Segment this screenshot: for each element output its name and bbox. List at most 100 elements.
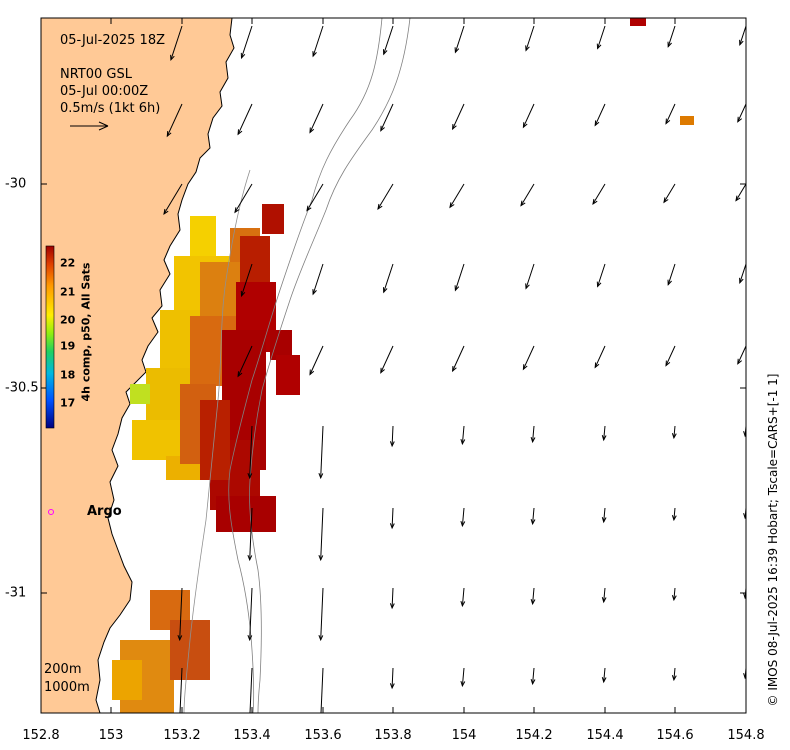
current-vector (452, 345, 465, 372)
current-vector-head (460, 520, 466, 528)
current-vector-head (380, 125, 385, 132)
current-vector-head (389, 441, 395, 448)
current-vector-head (318, 473, 324, 480)
current-vector (597, 263, 606, 287)
current-vector-head (248, 715, 252, 720)
current-vector-head (667, 41, 672, 48)
contour-label-200m: 200m (44, 662, 82, 677)
current-vector (520, 183, 535, 206)
current-vector-head (318, 635, 324, 642)
current-vector (461, 425, 465, 444)
current-vector (452, 103, 465, 130)
current-vector (461, 587, 465, 606)
current-vector (249, 507, 253, 560)
model-name: NRT00 GSL (60, 67, 132, 82)
current-vector-head (237, 371, 243, 378)
current-vector-head (667, 279, 672, 286)
current-vector (380, 103, 394, 131)
current-vector (739, 25, 746, 45)
current-vector (383, 25, 394, 55)
current-vector (594, 103, 606, 126)
current-vector-head (170, 54, 175, 61)
current-vector (667, 263, 676, 285)
current-vector (380, 345, 394, 373)
current-vector (179, 587, 183, 640)
x-tick-label: 154.6 (656, 728, 694, 743)
current-vector (320, 425, 324, 478)
current-vector (592, 183, 606, 205)
current-vector-head (163, 208, 169, 215)
y-tick-label: -30 (5, 176, 27, 192)
current-vector (312, 263, 324, 295)
current-vector (673, 587, 676, 600)
current-vector (249, 667, 253, 713)
current-vector (665, 345, 676, 366)
current-vector-head (389, 523, 395, 530)
current-vector-head (312, 289, 317, 296)
current-vector-head (234, 207, 240, 214)
current-vector (449, 183, 465, 208)
x-tick-label: 154.8 (727, 728, 765, 743)
current-vector-head (737, 358, 743, 365)
current-vector-head (743, 513, 746, 520)
current-vector (522, 103, 535, 128)
y-tick-label: -30.5 (5, 380, 39, 396)
current-vector (391, 425, 394, 447)
current-vector-head (452, 365, 457, 373)
current-vector-head (449, 202, 455, 209)
current-vector-head (739, 277, 744, 285)
current-vector-head (665, 118, 671, 125)
x-tick-label: 153.2 (163, 728, 201, 743)
current-vector-head (460, 600, 466, 608)
current-vector-head (306, 205, 312, 212)
current-vector-head (177, 635, 183, 642)
x-tick-label: 153 (98, 728, 124, 743)
current-vector-head (594, 362, 600, 369)
current-vector-head (520, 200, 526, 207)
current-vector-head (743, 431, 746, 438)
current-vector (234, 183, 253, 213)
current-vector (309, 103, 324, 133)
current-vector (237, 345, 253, 377)
current-vector-head (735, 195, 741, 202)
current-vector-head (389, 603, 395, 610)
current-vector-head (318, 555, 324, 562)
current-vector (603, 587, 606, 602)
land-mass (41, 18, 235, 713)
current-vector (309, 345, 324, 375)
current-vector-head (319, 715, 323, 720)
current-vector (391, 667, 394, 689)
current-vector (532, 667, 535, 684)
sst-warm-band (200, 18, 694, 532)
current-vector (249, 587, 253, 640)
current-vector-head (596, 43, 602, 50)
colorbar-tick: 19 (60, 339, 76, 353)
current-vector-head (247, 555, 253, 562)
current-vector-head (671, 675, 677, 682)
current-vector (377, 183, 394, 210)
y-tick-label: -31 (5, 585, 27, 601)
scale-arrow (70, 121, 109, 131)
x-tick-label: 154.2 (515, 728, 553, 743)
current-vector (663, 183, 676, 203)
map-datetime: 05-Jul-2025 18Z (60, 33, 165, 48)
current-vector-head (601, 517, 607, 524)
current-vector (597, 25, 606, 49)
current-vector (391, 587, 394, 609)
current-vector-head (739, 39, 744, 47)
colorbar-tick: 17 (60, 396, 76, 410)
current-vector (320, 507, 324, 560)
current-vector-head (166, 131, 172, 138)
current-vector (673, 667, 676, 680)
colorbar-tick: 21 (60, 285, 76, 299)
current-vector (739, 263, 746, 283)
current-vector (320, 667, 324, 713)
current-vector-head (454, 285, 460, 292)
current-vector (241, 25, 253, 59)
imos-credit: © IMOS 08-Jul-2025 16:39 Hobart; Tscale=… (766, 373, 780, 707)
current-vector-head (671, 595, 677, 602)
x-tick-label: 153.6 (304, 728, 342, 743)
contour-label-1000m: 1000m (44, 680, 90, 695)
current-vector-head (522, 122, 528, 129)
current-vector-head (530, 678, 536, 686)
